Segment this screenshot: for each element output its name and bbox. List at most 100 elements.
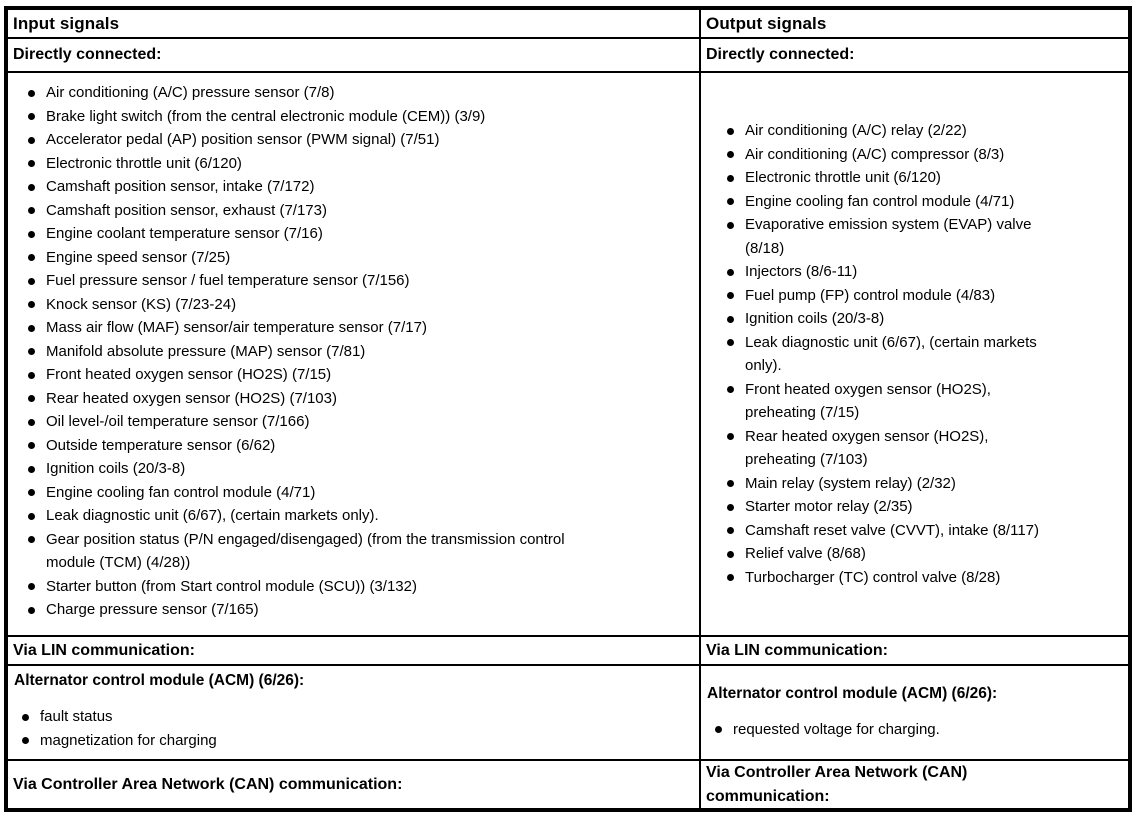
list-item: Fuel pressure sensor / fuel temperature … — [20, 269, 693, 293]
output-acm-section: Alternator control module (ACM) (6/26): … — [699, 664, 1128, 759]
bullet-list: fault status magnetization for charging — [14, 705, 693, 752]
output-signals-header: Output signals — [699, 10, 1128, 37]
list-item: Front heated oxygen sensor (HO2S) (7/15) — [20, 363, 693, 387]
list-item-text: Knock sensor (KS) (7/23-24) — [46, 295, 237, 313]
list-item-text: Evaporative emission system (EVAP) valve… — [745, 216, 1032, 257]
list-item-text: Camshaft position sensor, intake (7/172) — [46, 178, 315, 195]
list-item-text: Manifold absolute pressure (MAP) sensor … — [46, 342, 366, 360]
bullet-icon — [28, 465, 35, 473]
bullet-icon — [28, 606, 35, 614]
list-item-text: Engine cooling fan control module (4/71) — [46, 483, 316, 501]
bullet-icon — [28, 583, 35, 590]
list-item-text: Rear heated oxygen sensor (HO2S), prehea… — [745, 427, 989, 469]
bullet-list: Air conditioning (A/C) pressure sensor (… — [20, 81, 693, 622]
bullet-icon — [727, 480, 734, 487]
list-item: Camshaft reset valve (CVVT), intake (8/1… — [719, 519, 1122, 543]
bullet-icon — [28, 89, 35, 97]
output-direct-signal-list: Air conditioning (A/C) relay (2/22) Air … — [699, 71, 1128, 635]
list-item: Air conditioning (A/C) relay (2/22) — [719, 119, 1122, 143]
list-item-text: Electronic throttle unit (6/120) — [46, 154, 242, 172]
list-item: Mass air flow (MAF) sensor/air temperatu… — [20, 316, 693, 340]
list-item-text: Rear heated oxygen sensor (HO2S) (7/103) — [46, 389, 337, 407]
bullet-icon — [727, 127, 734, 135]
list-item: Engine cooling fan control module (4/71) — [20, 481, 693, 505]
signals-table: Input signals Output signals Directly co… — [4, 6, 1132, 812]
list-item-text: Turbocharger (TC) control valve (8/28) — [745, 568, 1001, 586]
bullet-icon — [28, 277, 35, 285]
bullet-icon — [727, 174, 734, 182]
list-item-text: Electronic throttle unit (6/120) — [745, 169, 941, 186]
list-item-text: Ignition coils (20/3-8) — [745, 310, 885, 327]
bullet-icon — [28, 324, 35, 332]
list-item: magnetization for charging — [14, 729, 693, 753]
list-item-text: Accelerator pedal (AP) position sensor (… — [46, 131, 440, 148]
list-item-text: Fuel pump (FP) control module (4/83) — [745, 286, 996, 304]
list-item: Oil level-/oil temperature sensor (7/166… — [20, 410, 693, 434]
list-item: Starter button (from Start control modul… — [20, 575, 693, 599]
list-item: Starter motor relay (2/35) — [719, 495, 1122, 519]
bullet-icon — [28, 536, 35, 543]
list-item: Charge pressure sensor (7/165) — [20, 598, 693, 622]
bullet-icon — [727, 221, 734, 229]
bullet-icon — [727, 151, 734, 158]
list-item: Leak diagnostic unit (6/67), (certain ma… — [20, 504, 693, 528]
input-directly-connected-label: Directly connected: — [8, 37, 699, 71]
bullet-icon — [727, 268, 734, 276]
list-item: fault status — [14, 705, 693, 729]
input-acm-section: Alternator control module (ACM) (6/26): … — [8, 664, 699, 759]
bullet-list: Air conditioning (A/C) relay (2/22) Air … — [719, 119, 1122, 589]
list-item-text: Engine cooling fan control module (4/71) — [745, 192, 1015, 210]
bullet-icon — [28, 207, 35, 214]
list-item-text: Air conditioning (A/C) relay (2/22) — [745, 122, 967, 139]
list-item: Leak diagnostic unit (6/67), (certain ma… — [719, 331, 1122, 378]
list-item: Evaporative emission system (EVAP) valve… — [719, 213, 1122, 260]
list-item: Gear position status (P/N engaged/diseng… — [20, 528, 693, 575]
list-item-text: Camshaft reset valve (CVVT), intake (8/1… — [745, 521, 1039, 539]
list-item: Outside temperature sensor (6/62) — [20, 434, 693, 458]
list-item-text: Ignition coils (20/3-8) — [46, 460, 186, 477]
bullet-icon — [727, 339, 734, 346]
bullet-icon — [727, 574, 734, 581]
list-item-text: Charge pressure sensor (7/165) — [46, 601, 259, 618]
list-item-text: Oil level-/oil temperature sensor (7/166… — [46, 413, 310, 430]
list-item: Relief valve (8/68) — [719, 542, 1122, 566]
list-item-text: Relief valve (8/68) — [745, 545, 866, 562]
list-item: Ignition coils (20/3-8) — [20, 457, 693, 481]
list-item-text: Gear position status (P/N engaged/diseng… — [46, 530, 565, 572]
input-acm-title: Alternator control module (ACM) (6/26): — [14, 672, 305, 689]
list-item: Ignition coils (20/3-8) — [719, 307, 1122, 331]
list-item-text: requested voltage for charging. — [733, 720, 940, 738]
output-via-lin-label: Via LIN communication: — [699, 635, 1128, 664]
bullet-icon — [715, 726, 722, 734]
list-item: Manifold absolute pressure (MAP) sensor … — [20, 340, 693, 364]
list-item: Rear heated oxygen sensor (HO2S) (7/103) — [20, 387, 693, 411]
list-item-text: fault status — [40, 708, 113, 725]
list-item: Brake light switch (from the central ele… — [20, 105, 693, 129]
input-via-can-text: Via Controller Area Network (CAN) commun… — [13, 775, 403, 793]
list-item: Camshaft position sensor, intake (7/172) — [20, 175, 693, 199]
list-item: Engine speed sensor (7/25) — [20, 246, 693, 270]
list-item-text: Engine coolant temperature sensor (7/16) — [46, 225, 323, 242]
list-item-text: Air conditioning (A/C) compressor (8/3) — [745, 145, 1005, 163]
list-item-text: Leak diagnostic unit (6/67), (certain ma… — [745, 333, 1037, 375]
list-item-text: Outside temperature sensor (6/62) — [46, 436, 276, 454]
list-item: Electronic throttle unit (6/120) — [20, 152, 693, 176]
list-item-text: Mass air flow (MAF) sensor/air temperatu… — [46, 319, 427, 336]
bullet-icon — [28, 183, 35, 191]
list-item: Rear heated oxygen sensor (HO2S), prehea… — [719, 425, 1122, 472]
bullet-icon — [727, 315, 734, 323]
output-acm-title: Alternator control module (ACM) (6/26): — [707, 684, 998, 702]
input-via-can-label: Via Controller Area Network (CAN) commun… — [8, 759, 699, 808]
input-direct-signal-list: Air conditioning (A/C) pressure sensor (… — [8, 71, 699, 635]
bullet-icon — [28, 254, 35, 261]
list-item: Accelerator pedal (AP) position sensor (… — [20, 128, 693, 152]
list-item-text: Leak diagnostic unit (6/67), (certain ma… — [46, 507, 379, 524]
list-item-text: Air conditioning (A/C) pressure sensor (… — [46, 84, 335, 101]
bullet-icon — [28, 418, 35, 426]
bullet-icon — [28, 489, 35, 496]
list-item: Fuel pump (FP) control module (4/83) — [719, 284, 1122, 308]
bullet-icon — [28, 113, 35, 120]
bullet-icon — [22, 713, 29, 721]
bullet-icon — [28, 348, 35, 355]
